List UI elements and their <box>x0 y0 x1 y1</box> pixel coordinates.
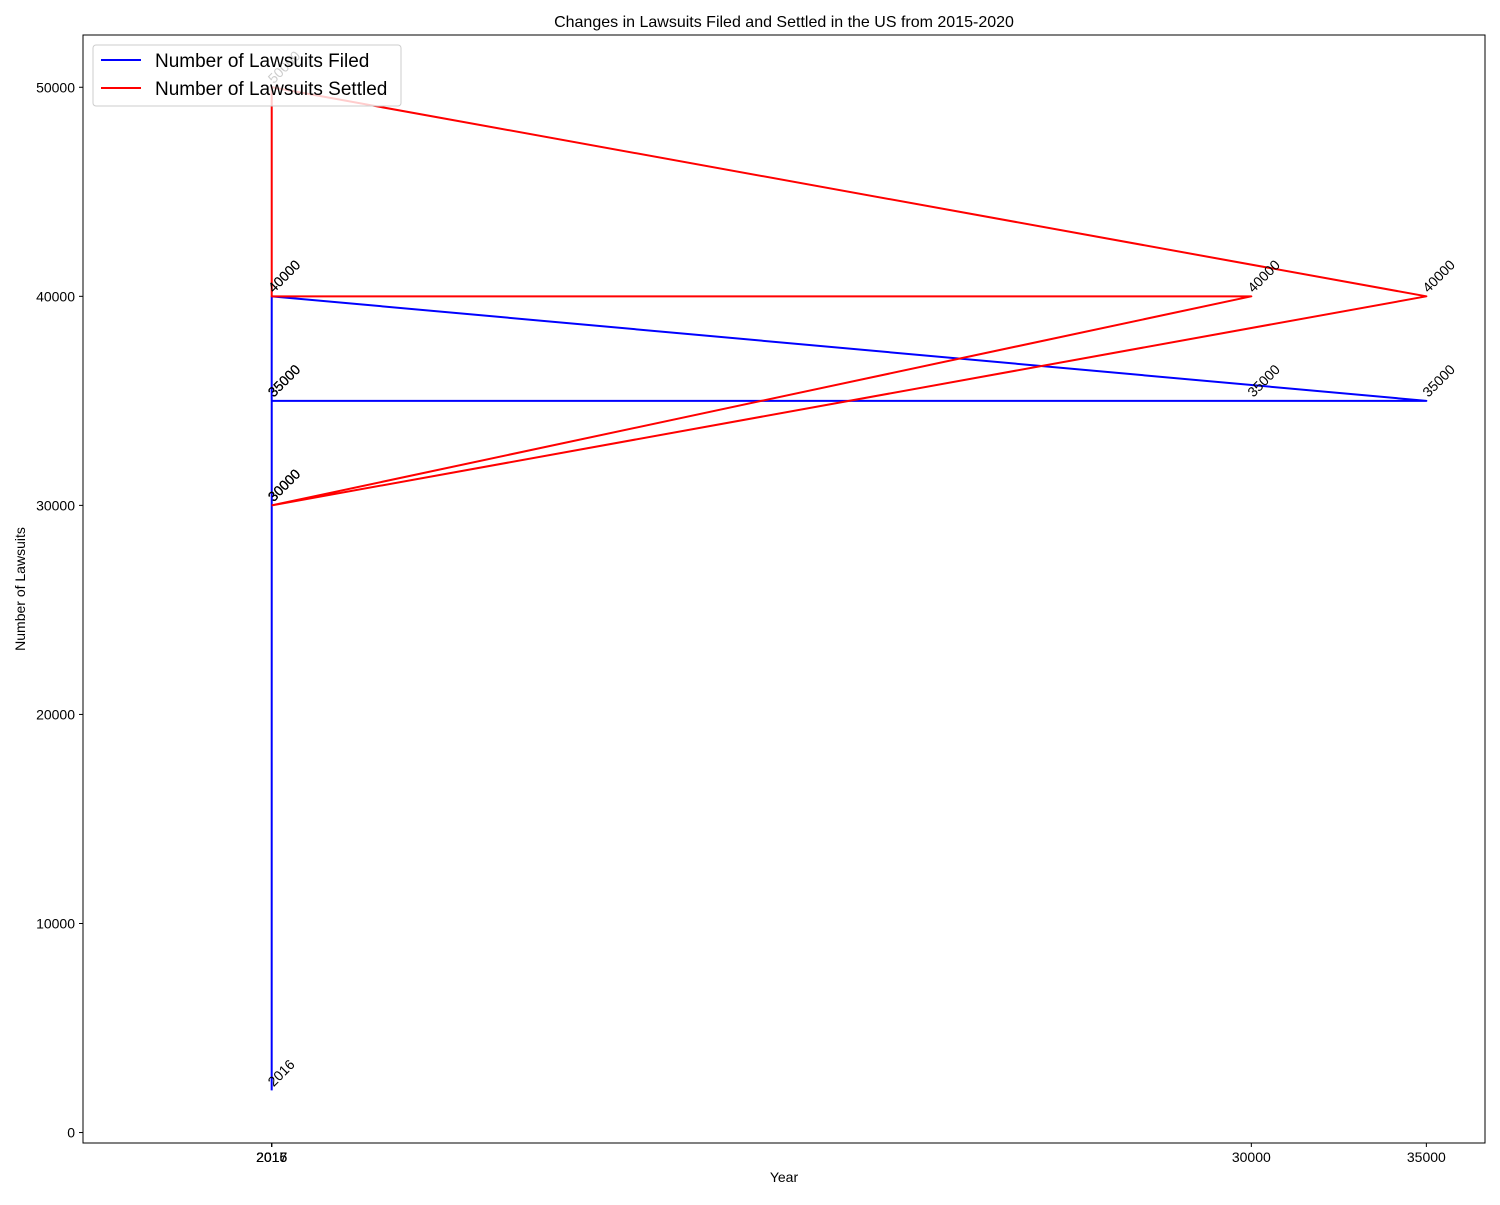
legend-label-settled: Number of Lawsuits Settled <box>155 79 387 100</box>
series-line-settled <box>270 86 1428 507</box>
legend-label-filed: Number of Lawsuits Filed <box>155 51 369 72</box>
y-tick-label: 50000 <box>36 79 75 95</box>
legend: Number of Lawsuits Filed Number of Lawsu… <box>92 44 402 107</box>
y-tick-label: 40000 <box>36 288 75 304</box>
series-layer <box>270 86 1428 1091</box>
y-tick-label: 20000 <box>36 706 75 722</box>
x-tick-label: 2015 <box>256 1149 287 1165</box>
x-tick-label: 2016 <box>256 1149 287 1165</box>
chart-title: Changes in Lawsuits Filed and Settled in… <box>554 14 1014 31</box>
y-tick-label: 0 <box>67 1125 75 1141</box>
y-tick-label: 30000 <box>36 497 75 513</box>
plot-area-frame <box>82 34 1486 1144</box>
x-tick-label: 30000 <box>1232 1149 1271 1165</box>
x-tick-label: 35000 <box>1407 1149 1446 1165</box>
y-axis-label: Number of Lawsuits <box>12 527 28 651</box>
x-axis-label: Year <box>770 1169 799 1185</box>
legend-box <box>92 44 402 107</box>
x-tick-label: 2017 <box>256 1149 287 1165</box>
y-tick-label: 10000 <box>36 915 75 931</box>
y-axis-ticks: 0 10000 20000 30000 40000 50000 <box>36 79 83 1141</box>
